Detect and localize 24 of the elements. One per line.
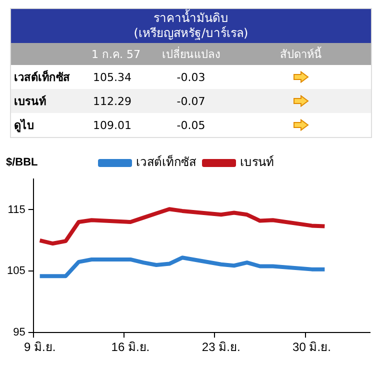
data-label: 105.34 — [92, 70, 132, 86]
text: ราคาน้ำมันดิบ — [154, 11, 228, 25]
x-tick-label: 30 มิ.ย. — [292, 340, 331, 354]
x-tick-label: 16 มิ.ย. — [111, 340, 150, 354]
text: สัปดาห์นี้ — [231, 43, 371, 65]
legend-label: เบรนท์ — [240, 155, 274, 170]
y-tick-label: 115 — [8, 204, 26, 216]
x-tick-label: 9 มิ.ย. — [24, 340, 56, 354]
x-tick-label: 23 มิ.ย. — [202, 340, 240, 354]
category-label: เบรนท์ — [11, 89, 81, 113]
data-label: 112.29 — [81, 89, 151, 113]
legend-label: เวสต์เท็กซัส — [136, 154, 197, 170]
text: 1 ก.ค. 57 — [81, 43, 151, 65]
data-label: -0.07 — [151, 89, 231, 113]
text: เปลี่ยนแปลง — [151, 43, 231, 65]
category-label: ดูไบ — [13, 118, 35, 134]
data-label: -0.05 — [176, 118, 206, 134]
category-label: เวสต์เท็กซัส — [13, 69, 71, 86]
data-label: -0.03 — [176, 70, 206, 86]
y-axis-title: $/BBL — [6, 156, 38, 169]
y-tick-label: 95 — [13, 326, 26, 339]
data-label: 109.01 — [92, 118, 132, 134]
y-tick-label: 105 — [6, 265, 26, 278]
text: (เหรียญสหรัฐ/บาร์เรล) — [134, 26, 248, 40]
